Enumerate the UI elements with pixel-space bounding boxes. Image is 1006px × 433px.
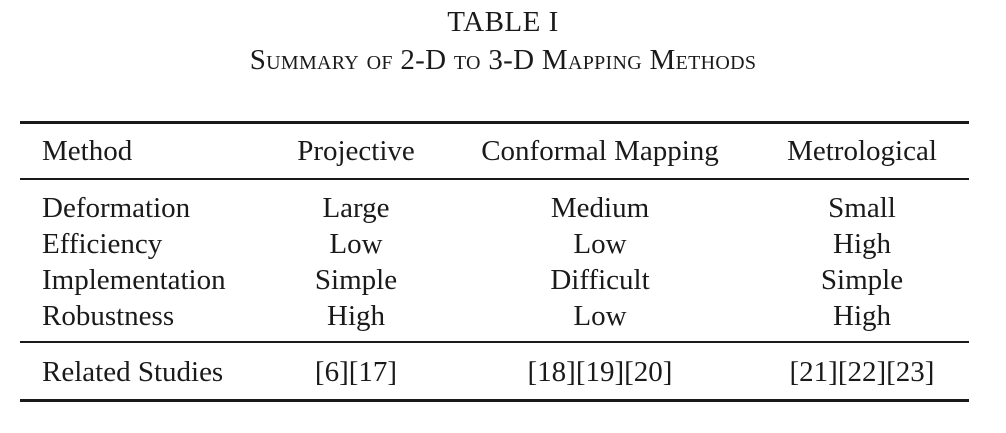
table-cell: Low [573,300,627,332]
table-cell: High [327,300,385,332]
header-cell-method: Method [42,135,133,167]
table-cell: Large [322,192,390,224]
row-label: Robustness [42,300,175,332]
table-cell: Medium [550,192,650,224]
row-label: Implementation [42,264,226,296]
header-cell-conformal-mapping: Conformal Mapping [481,135,719,167]
table-cell: [6][17] [314,356,398,388]
row-label: Deformation [42,192,191,224]
table-cell: [18][19][20] [527,356,673,388]
row-label: Related Studies [42,356,224,388]
header-cell-metrological: Metrological [787,135,937,167]
footer-rule [20,341,969,343]
table-cell: [21][22][23] [789,356,935,388]
header-rule [20,178,969,180]
table-label: TABLE I [447,6,559,38]
table-cell: Small [828,192,896,224]
top-rule [20,121,969,124]
header-cell-projective: Projective [297,135,415,167]
table-cell: Low [329,228,383,260]
bottom-rule [20,399,969,402]
table-cell: Low [573,228,627,260]
table-cell: Simple [314,264,398,296]
row-label: Efficiency [42,228,163,260]
table-cell: Difficult [550,264,650,296]
table-cell: Simple [820,264,904,296]
table-cell: High [833,300,891,332]
table-title: Summary of 2-D to 3-D Mapping Methods [249,44,757,76]
table-cell: High [833,228,891,260]
